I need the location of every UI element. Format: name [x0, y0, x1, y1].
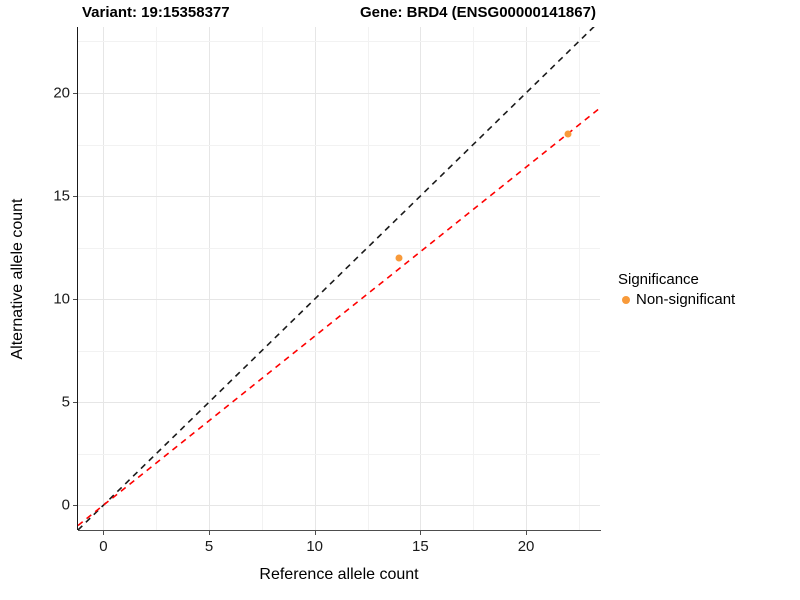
legend-item-label: Non-significant	[636, 291, 736, 308]
gridline-vertical	[473, 27, 475, 530]
x-axis-line	[78, 530, 601, 532]
legend-dot-icon	[622, 295, 630, 304]
x-tick-label: 0	[99, 538, 108, 555]
y-tick-label: 15	[53, 187, 70, 205]
y-tick-label: 10	[53, 290, 70, 308]
x-tick-label: 5	[204, 538, 214, 555]
x-tick-label: 15	[412, 538, 429, 555]
x-tick	[526, 531, 528, 535]
gridline-horizontal	[78, 41, 600, 43]
gridline-horizontal	[78, 350, 600, 352]
y-tick-label: 20	[53, 84, 70, 102]
gridline-vertical	[420, 27, 422, 530]
gridline-horizontal	[78, 247, 600, 249]
y-tick	[73, 196, 77, 198]
gridline-vertical	[526, 27, 528, 530]
y-axis-label: Alternative allele count	[9, 198, 26, 360]
gridline-vertical	[156, 27, 158, 530]
x-axis-label: Reference allele count	[259, 566, 419, 583]
x-tick	[314, 531, 316, 535]
gridline-horizontal	[78, 92, 600, 94]
data-point	[395, 254, 403, 262]
legend: Significance Non-significant	[618, 271, 735, 308]
gene-title: Gene: BRD4 (ENSG00000141867)	[360, 4, 596, 21]
gridline-vertical	[209, 27, 211, 530]
y-axis-line	[77, 27, 79, 530]
reference-line-identity	[78, 27, 595, 530]
gridline-vertical	[578, 27, 580, 530]
gridline-horizontal	[78, 505, 600, 507]
gridline-vertical	[367, 27, 369, 530]
y-tick	[73, 505, 77, 507]
y-tick-label: 5	[61, 393, 70, 411]
legend-title: Significance	[618, 271, 699, 288]
x-tick-label: 20	[517, 538, 535, 555]
variant-title: Variant: 19:15358377	[82, 4, 230, 21]
x-tick	[420, 531, 422, 535]
data-point	[564, 130, 572, 138]
gridline-vertical	[314, 27, 316, 530]
legend-item[interactable]: Non-significant	[618, 291, 735, 308]
gridline-horizontal	[78, 402, 600, 404]
gridline-vertical	[261, 27, 263, 530]
y-tick	[73, 402, 77, 404]
x-tick	[209, 531, 211, 535]
y-tick-label: 0	[61, 496, 70, 514]
gridline-horizontal	[78, 453, 600, 455]
y-tick	[73, 92, 77, 94]
gridline-horizontal	[78, 144, 600, 146]
gridline-vertical	[103, 27, 105, 530]
legend-entries: Non-significant	[618, 291, 735, 308]
x-tick-label: 10	[306, 538, 324, 555]
y-tick	[73, 299, 77, 301]
reference-lines	[78, 27, 600, 530]
gridline-horizontal	[78, 196, 600, 198]
plot-panel	[78, 27, 600, 530]
x-tick	[103, 531, 105, 535]
gridline-horizontal	[78, 299, 600, 301]
reference-line-allelic-ratio-fit	[78, 107, 600, 527]
